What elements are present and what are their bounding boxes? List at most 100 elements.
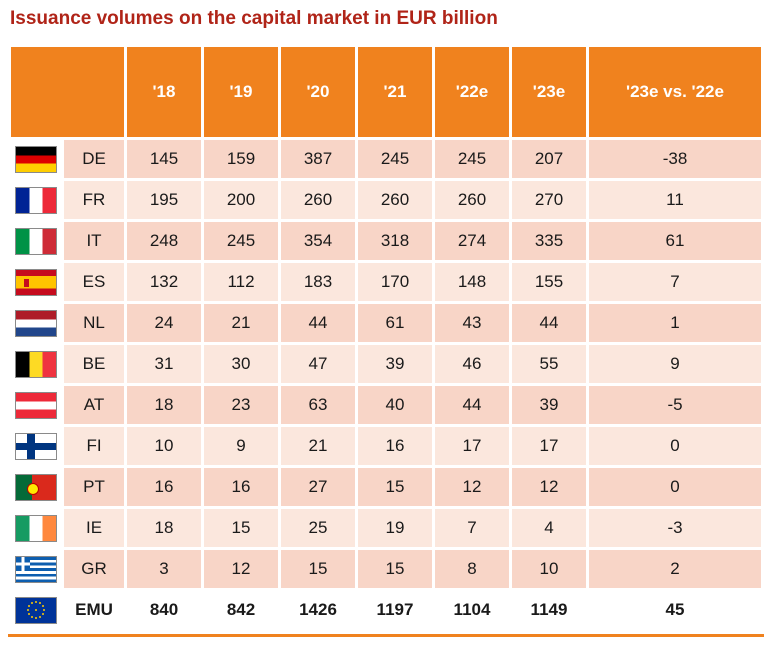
table-row: GR 3 12 15 15 8 10 2 [11,550,761,588]
value-cell: 40 [358,386,432,424]
value-cell: 170 [358,263,432,301]
value-cell: 19 [358,509,432,547]
value-cell: 132 [127,263,201,301]
country-code: NL [64,304,124,342]
flag-cell [11,550,61,588]
value-cell: 1426 [281,591,355,629]
value-cell: 44 [435,386,509,424]
flag-cell [11,345,61,383]
page-title: Issuance volumes on the capital market i… [10,8,498,29]
value-cell: 61 [358,304,432,342]
value-cell: 0 [589,427,761,465]
flag-cell [11,386,61,424]
value-cell: 245 [435,140,509,178]
value-cell: 335 [512,222,586,260]
austria-flag [15,391,57,419]
value-cell: 3 [127,550,201,588]
column-header-21: '21 [358,47,432,137]
value-cell: 45 [589,591,761,629]
table-row: DE 145 159 387 245 245 207 -38 [11,140,761,178]
value-cell: 17 [435,427,509,465]
table-row: BE 31 30 47 39 46 55 9 [11,345,761,383]
value-cell: 0 [589,468,761,506]
greece-flag [15,555,57,583]
column-header-19: '19 [204,47,278,137]
value-cell: 270 [512,181,586,219]
country-code: AT [64,386,124,424]
flag-cell [11,509,61,547]
value-cell: 159 [204,140,278,178]
value-cell: 207 [512,140,586,178]
value-cell: 15 [281,550,355,588]
france-flag [15,186,57,214]
value-cell: 12 [512,468,586,506]
flag-cell [11,304,61,342]
eu-stars-icon [35,609,37,611]
column-header-diff: '23e vs. '22e [589,47,761,137]
value-cell: 9 [589,345,761,383]
value-cell: 16 [358,427,432,465]
table-row: FI 10 9 21 16 17 17 0 [11,427,761,465]
country-code: FR [64,181,124,219]
value-cell: 15 [358,550,432,588]
value-cell: 248 [127,222,201,260]
country-code: GR [64,550,124,588]
value-cell: 318 [358,222,432,260]
country-code: EMU [64,591,124,629]
value-cell: 12 [435,468,509,506]
value-cell: 1104 [435,591,509,629]
value-cell: 4 [512,509,586,547]
value-cell: 260 [358,181,432,219]
value-cell: 16 [127,468,201,506]
value-cell: 260 [281,181,355,219]
value-cell: 15 [358,468,432,506]
value-cell: 155 [512,263,586,301]
value-cell: 25 [281,509,355,547]
table-row: ES 132 112 183 170 148 155 7 [11,263,761,301]
value-cell: 17 [512,427,586,465]
country-code: DE [64,140,124,178]
spain-flag [15,268,57,296]
ireland-flag [15,514,57,542]
netherlands-flag [15,309,57,337]
country-code: ES [64,263,124,301]
belgium-flag [15,350,57,378]
value-cell: 10 [127,427,201,465]
value-cell: 183 [281,263,355,301]
value-cell: 1 [589,304,761,342]
value-cell: 274 [435,222,509,260]
table-row: PT 16 16 27 15 12 12 0 [11,468,761,506]
flag-cell [11,140,61,178]
value-cell: 63 [281,386,355,424]
value-cell: 55 [512,345,586,383]
bottom-divider [8,634,764,637]
value-cell: 27 [281,468,355,506]
table-row: FR 195 200 260 260 260 270 11 [11,181,761,219]
value-cell: 1197 [358,591,432,629]
value-cell: 112 [204,263,278,301]
value-cell: 11 [589,181,761,219]
country-code: IT [64,222,124,260]
value-cell: 24 [127,304,201,342]
finland-flag [15,432,57,460]
table-row: IE 18 15 25 19 7 4 -3 [11,509,761,547]
flag-cell [11,181,61,219]
value-cell: -5 [589,386,761,424]
value-cell: 61 [589,222,761,260]
flag-cell [11,591,61,629]
country-code: PT [64,468,124,506]
value-cell: 39 [358,345,432,383]
value-cell: 16 [204,468,278,506]
germany-flag [15,145,57,173]
value-cell: 9 [204,427,278,465]
value-cell: -38 [589,140,761,178]
value-cell: 43 [435,304,509,342]
country-code: IE [64,509,124,547]
value-cell: 31 [127,345,201,383]
value-cell: 1149 [512,591,586,629]
country-code: BE [64,345,124,383]
value-cell: 260 [435,181,509,219]
value-cell: 30 [204,345,278,383]
table-row: NL 24 21 44 61 43 44 1 [11,304,761,342]
table-row: IT 248 245 354 318 274 335 61 [11,222,761,260]
